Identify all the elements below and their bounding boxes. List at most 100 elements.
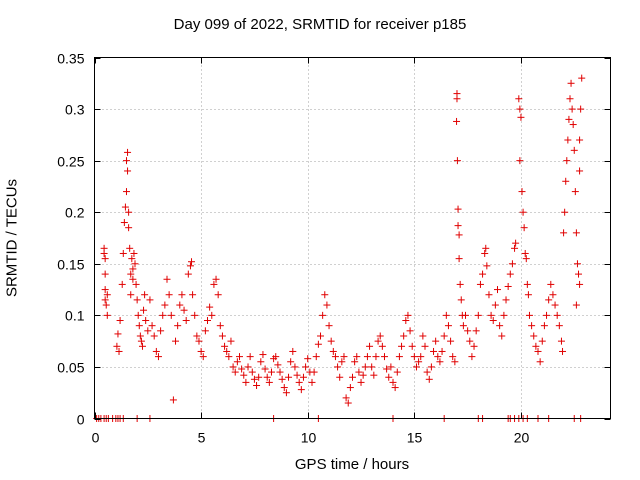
data-point bbox=[327, 337, 335, 345]
data-point bbox=[522, 255, 530, 263]
data-point bbox=[576, 280, 584, 288]
data-point bbox=[504, 282, 512, 290]
data-point bbox=[430, 347, 438, 355]
data-point bbox=[180, 306, 188, 314]
data-point bbox=[521, 249, 529, 257]
data-point bbox=[406, 327, 414, 335]
data-point bbox=[453, 157, 461, 165]
data-point bbox=[357, 378, 365, 386]
data-point bbox=[436, 358, 444, 366]
data-point bbox=[419, 332, 427, 340]
data-point bbox=[576, 136, 584, 144]
data-point bbox=[257, 358, 265, 366]
data-point bbox=[259, 351, 267, 359]
data-point bbox=[127, 270, 135, 278]
data-point bbox=[136, 332, 144, 340]
data-point bbox=[570, 146, 578, 154]
data-point bbox=[235, 353, 243, 361]
data-point bbox=[278, 375, 286, 383]
data-point bbox=[464, 327, 472, 335]
data-point bbox=[455, 231, 463, 239]
data-point bbox=[299, 373, 307, 381]
data-point bbox=[231, 368, 239, 376]
data-point bbox=[517, 113, 525, 121]
data-point bbox=[285, 373, 293, 381]
data-point bbox=[197, 347, 205, 355]
grid-lines bbox=[94, 57, 611, 419]
data-point bbox=[516, 157, 524, 165]
data-point bbox=[361, 363, 369, 371]
data-point bbox=[515, 95, 523, 103]
data-point bbox=[120, 219, 128, 227]
data-point bbox=[402, 317, 410, 325]
data-point bbox=[169, 396, 177, 404]
data-point bbox=[195, 337, 203, 345]
data-point bbox=[150, 332, 158, 340]
x-axis-label: GPS time / hours bbox=[294, 456, 410, 473]
data-point bbox=[528, 322, 536, 330]
data-point bbox=[474, 311, 482, 319]
data-point bbox=[457, 296, 465, 304]
data-point bbox=[482, 244, 490, 252]
data-point bbox=[562, 177, 570, 185]
data-point bbox=[380, 353, 388, 361]
data-point bbox=[530, 332, 538, 340]
data-point bbox=[172, 337, 180, 345]
data-point bbox=[566, 95, 574, 103]
data-point bbox=[410, 353, 418, 361]
data-point bbox=[524, 291, 532, 299]
data-point bbox=[134, 311, 142, 319]
data-point bbox=[520, 224, 528, 232]
data-point bbox=[216, 322, 224, 330]
data-point bbox=[338, 358, 346, 366]
data-point bbox=[148, 322, 156, 330]
data-point bbox=[116, 317, 124, 325]
data-point bbox=[280, 384, 288, 392]
data-point bbox=[462, 311, 470, 319]
data-point bbox=[389, 378, 397, 386]
data-point bbox=[368, 363, 376, 371]
data-point bbox=[227, 337, 235, 345]
data-point bbox=[432, 337, 440, 345]
data-point bbox=[125, 208, 133, 216]
data-point bbox=[512, 239, 520, 247]
data-point bbox=[176, 301, 184, 309]
data-point bbox=[122, 157, 130, 165]
data-point bbox=[363, 353, 371, 361]
data-point bbox=[201, 327, 209, 335]
data-point bbox=[131, 260, 139, 268]
data-point bbox=[508, 260, 516, 268]
data-point bbox=[511, 244, 519, 252]
data-point bbox=[114, 330, 122, 338]
data-point bbox=[349, 373, 356, 381]
data-point bbox=[293, 371, 301, 379]
data-point bbox=[573, 260, 581, 268]
data-point bbox=[287, 358, 295, 366]
data-point bbox=[174, 322, 182, 330]
data-point bbox=[233, 358, 241, 366]
data-point bbox=[113, 342, 121, 350]
data-point bbox=[438, 347, 446, 355]
data-point bbox=[453, 117, 461, 125]
data-point bbox=[295, 378, 303, 386]
data-point bbox=[564, 136, 572, 144]
data-point bbox=[400, 332, 408, 340]
data-point bbox=[555, 322, 563, 330]
data-point bbox=[472, 327, 480, 335]
data-point bbox=[408, 342, 416, 350]
data-point bbox=[314, 340, 322, 348]
y-tick-label: 0.15 bbox=[57, 257, 84, 273]
data-point bbox=[387, 363, 395, 371]
data-point bbox=[491, 301, 499, 309]
data-point bbox=[119, 249, 127, 257]
data-point bbox=[323, 301, 331, 309]
data-point bbox=[543, 311, 551, 319]
chart-title: Day 099 of 2022, SRMTID for receiver p18… bbox=[173, 16, 467, 33]
data-point bbox=[569, 121, 577, 129]
y-tick-label: 0 bbox=[77, 412, 85, 428]
data-point bbox=[146, 296, 154, 304]
data-point bbox=[265, 378, 273, 386]
data-point bbox=[242, 378, 250, 386]
x-tick-label: 15 bbox=[407, 430, 423, 446]
